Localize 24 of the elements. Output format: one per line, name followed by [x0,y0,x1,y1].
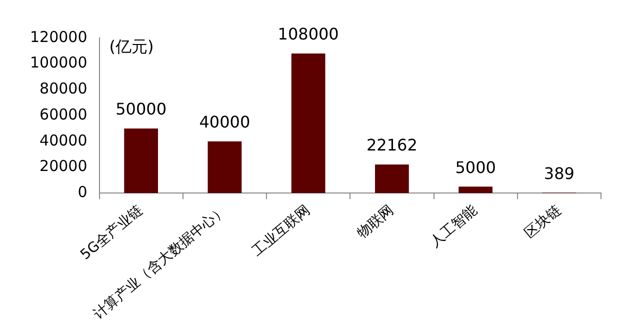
y-tick-label: 40000 [40,131,88,150]
y-tick-label: 80000 [40,80,88,98]
y-tick-label: 120000 [30,28,88,46]
y-axis-title: (亿元) [109,37,154,56]
x-tick-label: 5G全产业链 [78,202,146,264]
y-tick-label: 100000 [30,54,88,72]
data-label: 22162 [366,136,418,155]
data-label: 108000 [278,24,339,44]
bar [291,54,326,194]
x-tick-label: 人工智能 [427,202,480,250]
y-tick-label: 0 [78,183,88,202]
data-label: 5000 [455,158,496,177]
bar [124,128,158,194]
data-label: 50000 [116,100,167,119]
bar [208,141,242,194]
y-tick-label: 20000 [40,157,88,176]
bar [458,186,492,194]
x-tick-label: 物联网 [354,202,397,242]
x-tick-label: 工业互联网 [249,202,314,260]
x-tick-label: 区块链 [522,202,564,242]
bar [375,164,409,194]
data-label: 40000 [199,112,250,132]
data-label: 389 [544,164,574,183]
y-tick-label: 60000 [40,105,88,124]
